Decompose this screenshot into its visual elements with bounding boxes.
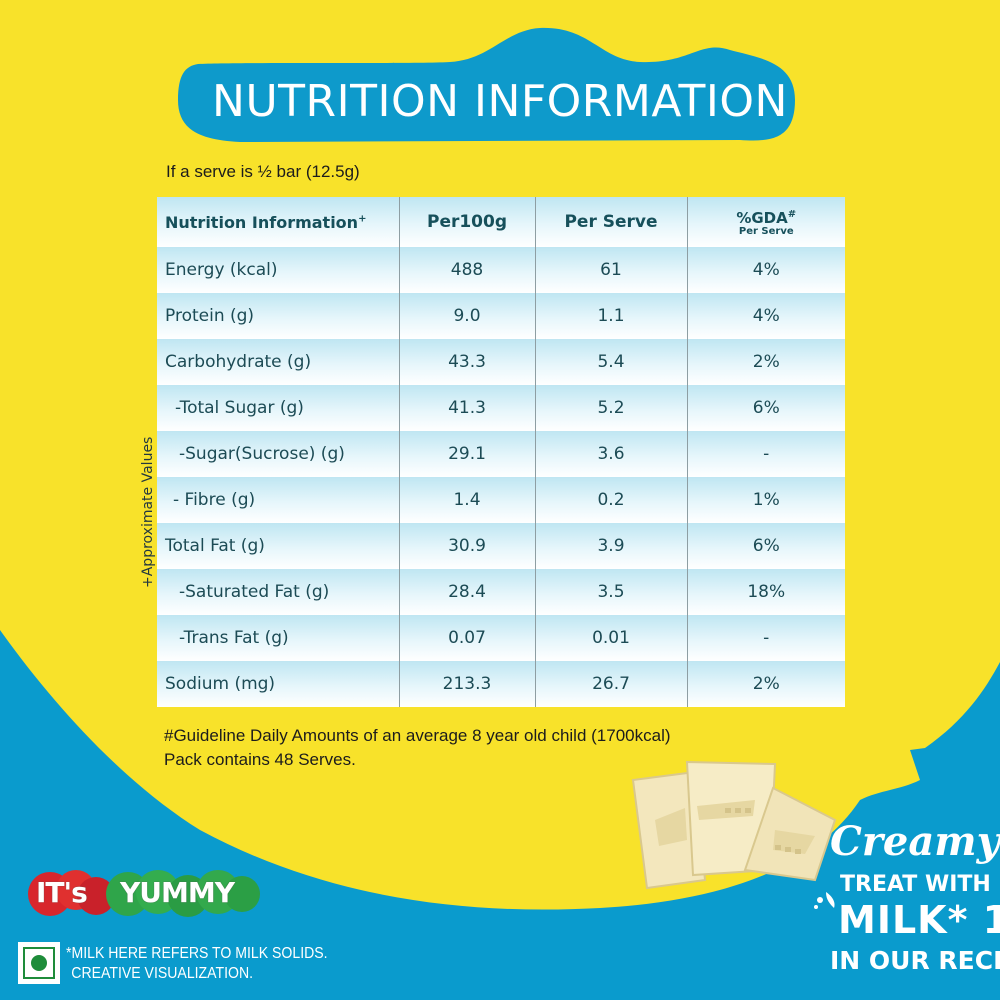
nutrient-name: -Total Sugar (g) [157, 385, 399, 431]
header-gda-sub: Per Serve [738, 225, 794, 237]
gda-value: 4% [686, 247, 845, 293]
gda-value: - [686, 431, 845, 477]
veg-mark-dot [31, 955, 47, 971]
nutrient-name-label: - Fibre (g) [173, 490, 256, 510]
table-row: Protein (g) 9.0 1.1 4% [157, 293, 845, 339]
per-serve-value: 0.01 [534, 615, 687, 661]
header-gda-label: %GDA [736, 208, 788, 227]
serving-size-note: If a serve is ½ bar (12.5g) [166, 162, 360, 181]
gda-value: 18% [686, 569, 845, 615]
disclaimer: *MILK HERE REFERS TO MILK SOLIDS. CREATI… [66, 944, 328, 984]
gda-value: - [686, 615, 845, 661]
nutrient-name-label: -Sugar(Sucrose) (g) [179, 444, 345, 464]
per100g-value: 41.3 [398, 385, 535, 431]
per100g-value: 30.9 [398, 523, 535, 569]
gda-value: 2% [686, 339, 845, 385]
nutrient-name: -Sugar(Sucrose) (g) [157, 431, 399, 477]
nutrient-name: Energy (kcal) [157, 247, 399, 293]
table-row: -Saturated Fat (g) 28.4 3.5 18% [157, 569, 845, 615]
per-serve-value: 3.9 [534, 523, 687, 569]
creamy-script-text: Creamy [830, 818, 1000, 865]
nutrient-name: Carbohydrate (g) [157, 339, 399, 385]
disclaimer-line-1: *MILK HERE REFERS TO MILK SOLIDS. [66, 945, 328, 962]
gda-value: 2% [686, 661, 845, 707]
promo-line-2: MILK* 1st [838, 898, 1000, 942]
per-serve-value: 26.7 [534, 661, 687, 707]
pack-footnote: Pack contains 48 Serves. [164, 750, 356, 769]
nutrient-name-label: -Trans Fat (g) [179, 628, 289, 648]
disclaimer-line-2: CREATIVE VISUALIZATION. [71, 965, 254, 982]
nutrient-name: - Fibre (g) [157, 477, 399, 523]
table-row: Carbohydrate (g) 43.3 5.4 2% [157, 339, 845, 385]
promo-milk-first: MILK* 1 [838, 898, 1000, 942]
promo-line-1: TREAT WITH [840, 872, 991, 897]
gda-mark: # [787, 208, 797, 220]
nutrient-name: Total Fat (g) [157, 523, 399, 569]
table-row: -Trans Fat (g) 0.07 0.01 - [157, 615, 845, 661]
header-nutrient-label: Nutrition Information [165, 212, 359, 232]
gda-value: 6% [686, 385, 845, 431]
table-row: Energy (kcal) 488 61 4% [157, 247, 845, 293]
per100g-value: 28.4 [398, 569, 535, 615]
nutrient-name-label: -Total Sugar (g) [175, 398, 304, 418]
per-serve-value: 0.2 [534, 477, 687, 523]
promo-line-3: IN OUR RECIPE [830, 946, 1000, 975]
header-nutrient: Nutrition Information+ [157, 197, 399, 247]
per100g-value: 9.0 [398, 293, 535, 339]
nutrient-name: Protein (g) [157, 293, 399, 339]
nutrient-name-label: -Saturated Fat (g) [179, 582, 330, 602]
logo-its-text: IT's [36, 876, 88, 909]
per-serve-value: 61 [534, 247, 687, 293]
its-yummy-logo: IT's YUMMY [28, 868, 260, 920]
table-row: Total Fat (g) 30.9 3.9 6% [157, 523, 845, 569]
approximate-values-label: +Approximate Values [140, 436, 156, 588]
table-row: - Fibre (g) 1.4 0.2 1% [157, 477, 845, 523]
per100g-value: 213.3 [398, 661, 535, 707]
logo-yummy-text: YUMMY [120, 876, 235, 909]
table-row: -Total Sugar (g) 41.3 5.2 6% [157, 385, 845, 431]
approx-mark: + [358, 213, 367, 225]
per100g-value: 0.07 [398, 615, 535, 661]
table-row: Sodium (mg) 213.3 26.7 2% [157, 661, 845, 707]
nutrient-name: Sodium (mg) [157, 661, 399, 707]
table-header-row: Nutrition Information+ Per100g Per Serve… [157, 197, 845, 247]
milk-splash-icon [814, 892, 835, 909]
header-per100g: Per100g [398, 197, 535, 247]
header-per-serve: Per Serve [534, 197, 687, 247]
per100g-value: 488 [398, 247, 535, 293]
per-serve-value: 3.6 [534, 431, 687, 477]
per-serve-value: 5.4 [534, 339, 687, 385]
logo-bubbles [28, 870, 260, 917]
header-gda: %GDA# Per Serve [686, 197, 845, 247]
table-row: -Sugar(Sucrose) (g) 29.1 3.6 - [157, 431, 845, 477]
per-serve-value: 3.5 [534, 569, 687, 615]
nutrient-name: -Trans Fat (g) [157, 615, 399, 661]
chocolate-pieces-image [631, 760, 837, 890]
per-serve-value: 5.2 [534, 385, 687, 431]
footnotes: #Guideline Daily Amounts of an average 8… [164, 724, 671, 772]
nutrition-table: Nutrition Information+ Per100g Per Serve… [157, 197, 845, 707]
nutrient-name: -Saturated Fat (g) [157, 569, 399, 615]
gda-value: 1% [686, 477, 845, 523]
page-title: NUTRITION INFORMATION [212, 76, 788, 127]
per100g-value: 1.4 [398, 477, 535, 523]
per100g-value: 29.1 [398, 431, 535, 477]
gda-value: 4% [686, 293, 845, 339]
vegetarian-mark-icon [18, 942, 60, 984]
gda-value: 6% [686, 523, 845, 569]
per-serve-value: 1.1 [534, 293, 687, 339]
per100g-value: 43.3 [398, 339, 535, 385]
gda-footnote: #Guideline Daily Amounts of an average 8… [164, 726, 671, 745]
veg-mark-border [23, 947, 55, 979]
